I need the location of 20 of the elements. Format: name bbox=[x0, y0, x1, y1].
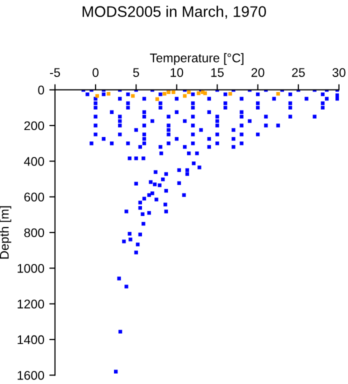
y-tick-label: 600 bbox=[24, 192, 44, 202]
y-axis-title: Depth [m] bbox=[0, 206, 12, 259]
x-tick-label: 15 bbox=[211, 68, 224, 77]
y-tick-label: 1200 bbox=[18, 300, 44, 308]
y-tick-label: 200 bbox=[24, 121, 44, 130]
y-tick-label: 1600 bbox=[18, 370, 44, 380]
x-tick-label: 5 bbox=[133, 68, 140, 77]
y-tick-label: 1400 bbox=[18, 335, 44, 344]
x-tick-label: 25 bbox=[292, 68, 305, 77]
x-tick-label: 10 bbox=[170, 68, 184, 77]
x-tick-label: -5 bbox=[50, 68, 60, 77]
y-tick-label: 1000 bbox=[18, 264, 44, 273]
chart-title: MODS2005 in March, 1970 bbox=[82, 6, 266, 19]
x-tick-label: 0 bbox=[92, 68, 99, 77]
x-tick-label: 20 bbox=[251, 68, 264, 77]
y-tick-label: 800 bbox=[24, 228, 44, 238]
y-tick-label: 400 bbox=[24, 156, 44, 166]
x-axis-title: Temperature [°C] bbox=[150, 53, 244, 65]
x-tick-label: 30 bbox=[332, 68, 346, 77]
y-tick-label: 0 bbox=[38, 86, 44, 95]
